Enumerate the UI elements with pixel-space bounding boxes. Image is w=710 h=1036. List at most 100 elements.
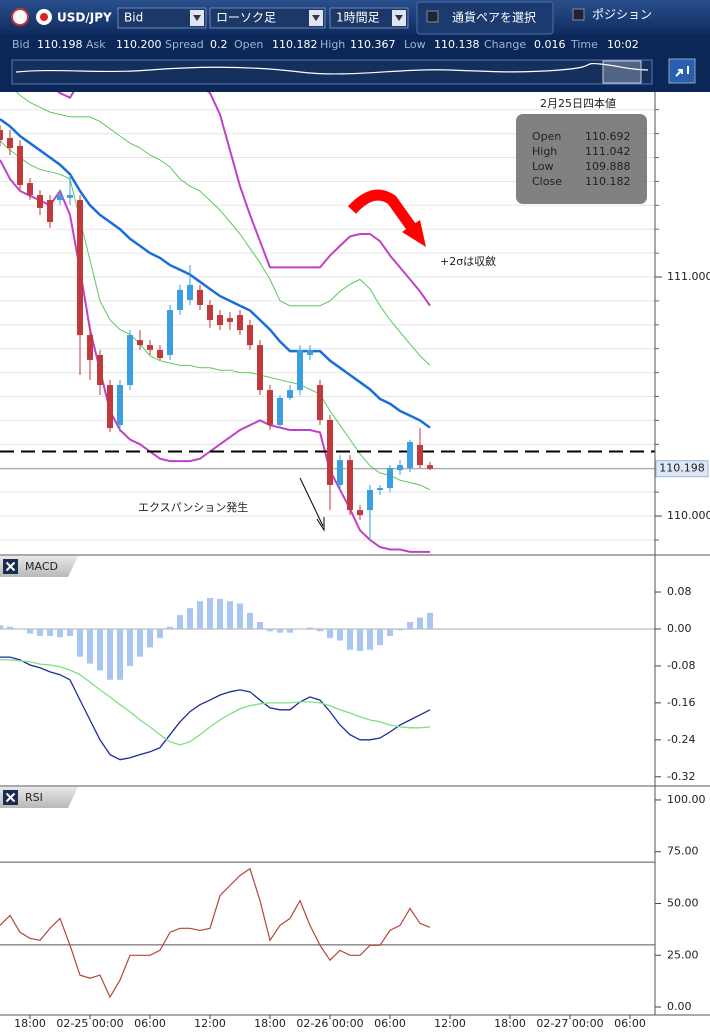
candle-body: [267, 390, 273, 425]
candle-body: [17, 146, 23, 185]
histogram-bar: [0, 625, 3, 629]
pair[interactable]: USD/JPY: [57, 11, 112, 25]
y-tick-label: 25.00: [667, 948, 699, 961]
quote-value: 110.138: [434, 38, 480, 51]
quote-label: Low: [404, 38, 426, 51]
histogram-bar: [67, 628, 73, 636]
annotation: エクスパンション発生: [138, 500, 248, 514]
histogram-bar: [267, 628, 273, 632]
histogram-bar: [147, 628, 153, 648]
band-line: [0, 118, 431, 429]
histogram-bar: [397, 628, 403, 631]
candle-body: [117, 385, 123, 425]
histogram-bar: [187, 608, 193, 629]
ohlc-value: 110.692: [585, 130, 631, 143]
candle-body: [7, 137, 13, 148]
candle-body: [427, 465, 433, 469]
histogram-bar: [327, 628, 333, 639]
quote-value: 0.016: [534, 38, 566, 51]
y-tick-label: 75.00: [667, 845, 699, 858]
histogram-bar: [7, 626, 13, 629]
x-tick-label: 06:00: [374, 1017, 406, 1030]
candle-body: [317, 385, 323, 420]
rsi-plot: [0, 861, 655, 999]
flag-jp-dot: [40, 13, 48, 21]
ohlc-label: Low: [532, 160, 554, 173]
histogram-bar: [247, 612, 253, 629]
x-tick-label: 18:00: [254, 1017, 286, 1030]
band-line: [0, 159, 430, 553]
candle-body: [97, 354, 103, 386]
navigator-button[interactable]: [668, 58, 696, 84]
candle-body: [337, 460, 343, 485]
candle-body: [167, 309, 173, 355]
histogram-bar: [107, 628, 113, 680]
flag-us: [11, 8, 29, 26]
quote-label: Time: [570, 38, 598, 51]
y-tick-label: -0.08: [667, 659, 695, 672]
y-tick-label: 0.00: [667, 622, 692, 635]
histogram-bar: [57, 628, 63, 638]
price-type: Bid: [124, 11, 143, 25]
histogram-bar: [27, 628, 33, 634]
rsi-line: [0, 867, 431, 999]
histogram-bar: [387, 628, 393, 636]
candle-body: [107, 385, 113, 429]
navigator[interactable]: [11, 59, 653, 85]
histogram-bar: [337, 628, 343, 641]
candle-body: [287, 390, 293, 398]
x-tick-label: 02-27 00:00: [536, 1017, 603, 1030]
candle-body: [227, 318, 233, 322]
histogram-bar: [277, 628, 283, 633]
candle-body: [147, 345, 153, 350]
panel-tab: [0, 787, 78, 808]
x-tick-label: 02-25 00:00: [56, 1017, 123, 1030]
ohlc-title: 2月25日四本値: [540, 96, 616, 110]
callout-arrow: [299, 477, 324, 527]
trend-arrow: [347, 189, 417, 232]
close-icon: [5, 792, 16, 803]
trend-arrow-head: [402, 220, 426, 247]
timeframe-select[interactable]: 1時間足: [329, 7, 409, 29]
histogram-bar: [167, 626, 173, 629]
histogram-bar: [77, 628, 83, 657]
histogram-bar: [367, 628, 373, 650]
ohlc-value: 110.182: [585, 175, 631, 188]
panel-title: MACD: [25, 560, 58, 573]
macd-panel: MACD: [0, 556, 655, 761]
axes: 111.000 110.000 110.198 0.08 0.00 -0.08 -0.16 -…: [0, 92, 710, 1030]
chart-type: ローソク足: [216, 11, 276, 25]
histogram-bar: [297, 628, 303, 630]
y-tick-label: 50.00: [667, 896, 699, 909]
ohlc-box: [516, 114, 647, 204]
y-tick-label: 110.000: [667, 509, 710, 522]
candle-body: [407, 441, 413, 468]
timeframe: 1時間足: [336, 11, 380, 25]
rsi-panel: RSI: [0, 787, 655, 999]
chart-type-select[interactable]: ローソク足: [209, 7, 326, 29]
panel-tab: [0, 556, 78, 577]
candle-body: [297, 349, 303, 391]
position-checkbox[interactable]: ポジション: [572, 8, 652, 22]
x-tick-label: 06:00: [134, 1017, 166, 1030]
candle-body: [67, 195, 73, 198]
price-type-select[interactable]: Bid: [117, 7, 207, 29]
quote-label: Change: [484, 38, 526, 51]
ohlc-value: 109.888: [585, 160, 631, 173]
select-pair-button[interactable]: 通貨ペアを選択: [416, 1, 554, 35]
macd-line: [0, 656, 431, 761]
histogram-bar: [317, 628, 323, 632]
candle-body: [77, 200, 83, 336]
candle-body: [357, 510, 363, 516]
histogram-bar: [157, 628, 163, 639]
histogram-bar: [197, 601, 203, 629]
candle-body: [27, 183, 33, 196]
select-pair-label: 通貨ペアを選択: [452, 10, 536, 25]
candle-body: [207, 304, 213, 321]
y-tick-label: -0.24: [667, 733, 695, 746]
quote-value: 110.367: [350, 38, 396, 51]
y-tick-label: 111.000: [667, 270, 710, 283]
candle-body: [37, 195, 43, 208]
x-tick-label: 18:00: [14, 1017, 46, 1030]
